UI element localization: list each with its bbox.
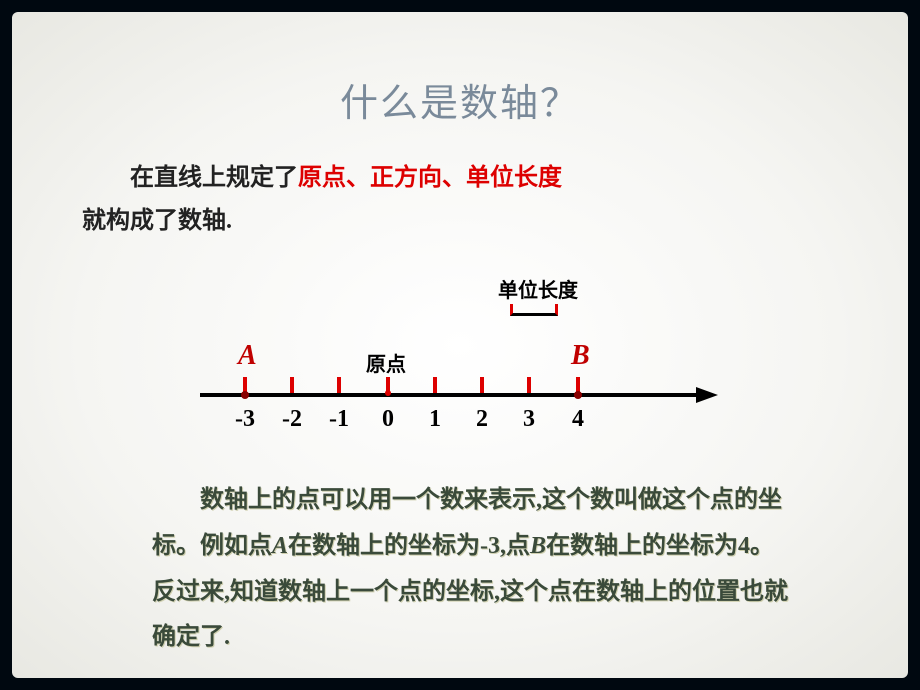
tick-label: 1	[420, 406, 450, 433]
axis-tick	[527, 377, 531, 393]
tick-label: -2	[277, 406, 307, 433]
intro-part1: 在直线上规定了	[82, 165, 298, 191]
point-a-label: A	[238, 340, 257, 372]
slide-title: 什么是数轴？	[62, 72, 858, 127]
axis-tick	[480, 377, 484, 393]
slide: 什么是数轴？ 在直线上规定了原点、正方向、单位长度 就构成了数轴. 单位长度 A…	[12, 12, 908, 678]
unit-length-label: 单位长度	[498, 274, 578, 303]
point-a-dot	[241, 391, 249, 399]
tick-label: 2	[467, 406, 497, 433]
tick-label: 4	[563, 406, 593, 433]
axis-tick	[337, 377, 341, 393]
tick-label: 0	[373, 406, 403, 433]
axis-line	[200, 393, 698, 397]
tick-label: -3	[230, 406, 260, 433]
body-B: B	[530, 533, 546, 559]
axis-arrow	[696, 387, 718, 403]
body-paragraph: 数轴上的点可以用一个数来表示,这个数叫做这个点的坐标。例如点A在数轴上的坐标为-…	[152, 478, 788, 660]
tick-label: 3	[514, 406, 544, 433]
axis-tick	[290, 377, 294, 393]
body-A: A	[272, 533, 288, 559]
point-b-dot	[574, 391, 582, 399]
body-p1b: 在数轴上的坐标为-3,点	[288, 533, 530, 559]
intro-text: 在直线上规定了原点、正方向、单位长度 就构成了数轴.	[82, 157, 818, 243]
axis-tick	[433, 377, 437, 393]
point-b-label: B	[571, 340, 590, 372]
origin-label: 原点	[366, 348, 406, 377]
number-line-diagram: 单位长度 A 原点 B -3 -2 -1 01234	[180, 268, 740, 468]
unit-length-bracket	[510, 304, 558, 316]
tick-label: -1	[324, 406, 354, 433]
intro-emphasis: 原点、正方向、单位长度	[298, 165, 562, 191]
intro-part2: 就构成了数轴.	[82, 208, 232, 234]
